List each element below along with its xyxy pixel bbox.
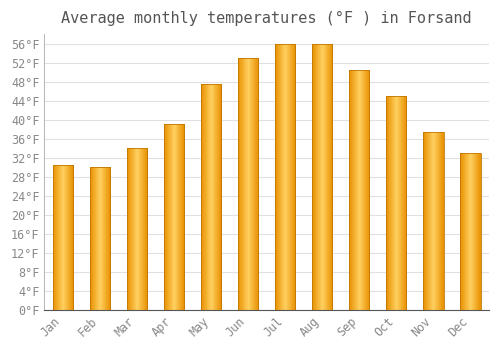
Title: Average monthly temperatures (°F ) in Forsand: Average monthly temperatures (°F ) in Fo… (62, 11, 472, 26)
Bar (201, 84, 222, 310)
Bar (423, 132, 444, 310)
Bar (349, 70, 370, 310)
Bar (238, 58, 258, 310)
Bar (460, 153, 480, 310)
Bar (386, 96, 406, 310)
Bar (312, 44, 332, 310)
Bar (127, 148, 147, 310)
Bar (53, 165, 73, 310)
Bar (164, 125, 184, 310)
Bar (90, 167, 110, 310)
Bar (275, 44, 295, 310)
